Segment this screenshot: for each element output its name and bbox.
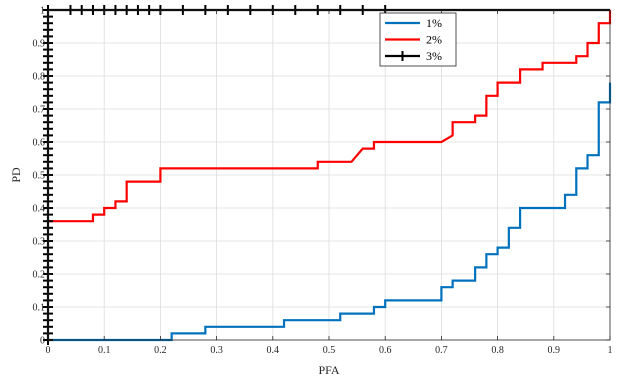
x-tick-label: 0.6 [379, 345, 392, 356]
x-axis-label: PFA [318, 363, 339, 377]
axis-ticks: 0 0.1 0.2 0.3 0.4 0.5 0.6 0.7 0.8 0.9 1 0 0.1 0.2 0.3 0… [33, 6, 613, 357]
y-axis-label: PD [9, 167, 23, 183]
x-tick-label: 1 [608, 345, 613, 356]
y-tick-label: 0.6 [33, 138, 46, 149]
y-tick-label: 0.9 [33, 39, 46, 50]
x-tick-label: 0.3 [210, 345, 223, 356]
y-tick-label: 0.1 [33, 303, 46, 314]
legend: 1% 2% 3% [379, 12, 457, 67]
legend-marker [397, 51, 408, 61]
y-tick-label: 1 [40, 6, 45, 17]
y-tick-label: 0.8 [33, 72, 46, 83]
legend-label: 3% [426, 49, 442, 63]
y-tick-label: 0.2 [33, 270, 46, 281]
legend-item: 3% [385, 49, 442, 63]
x-tick-label: 0.2 [154, 345, 167, 356]
series-1-line [48, 10, 612, 223]
legend-label: 1% [426, 16, 442, 30]
series-0-line [48, 82, 612, 342]
legend-label: 2% [426, 33, 442, 47]
x-tick-label: 0 [46, 345, 51, 356]
y-tick-label: 0.4 [33, 204, 46, 215]
x-tick-label: 0.8 [491, 345, 504, 356]
x-tick-label: 0.1 [98, 345, 111, 356]
x-tick-label: 0.4 [267, 345, 280, 356]
y-tick-label: 0.7 [33, 105, 46, 116]
legend-item: 1% [385, 16, 442, 30]
x-tick-label: 0.9 [548, 345, 561, 356]
y-tick-label: 0 [40, 336, 45, 347]
series-1-group [48, 10, 612, 223]
legend-item: 2% [385, 33, 442, 47]
x-tick-label: 0.5 [323, 345, 336, 356]
x-tick-label: 0.7 [435, 345, 448, 356]
y-tick-label: 0.5 [33, 171, 46, 182]
y-tick-label: 0.3 [33, 237, 46, 248]
series-0-group [48, 82, 612, 342]
